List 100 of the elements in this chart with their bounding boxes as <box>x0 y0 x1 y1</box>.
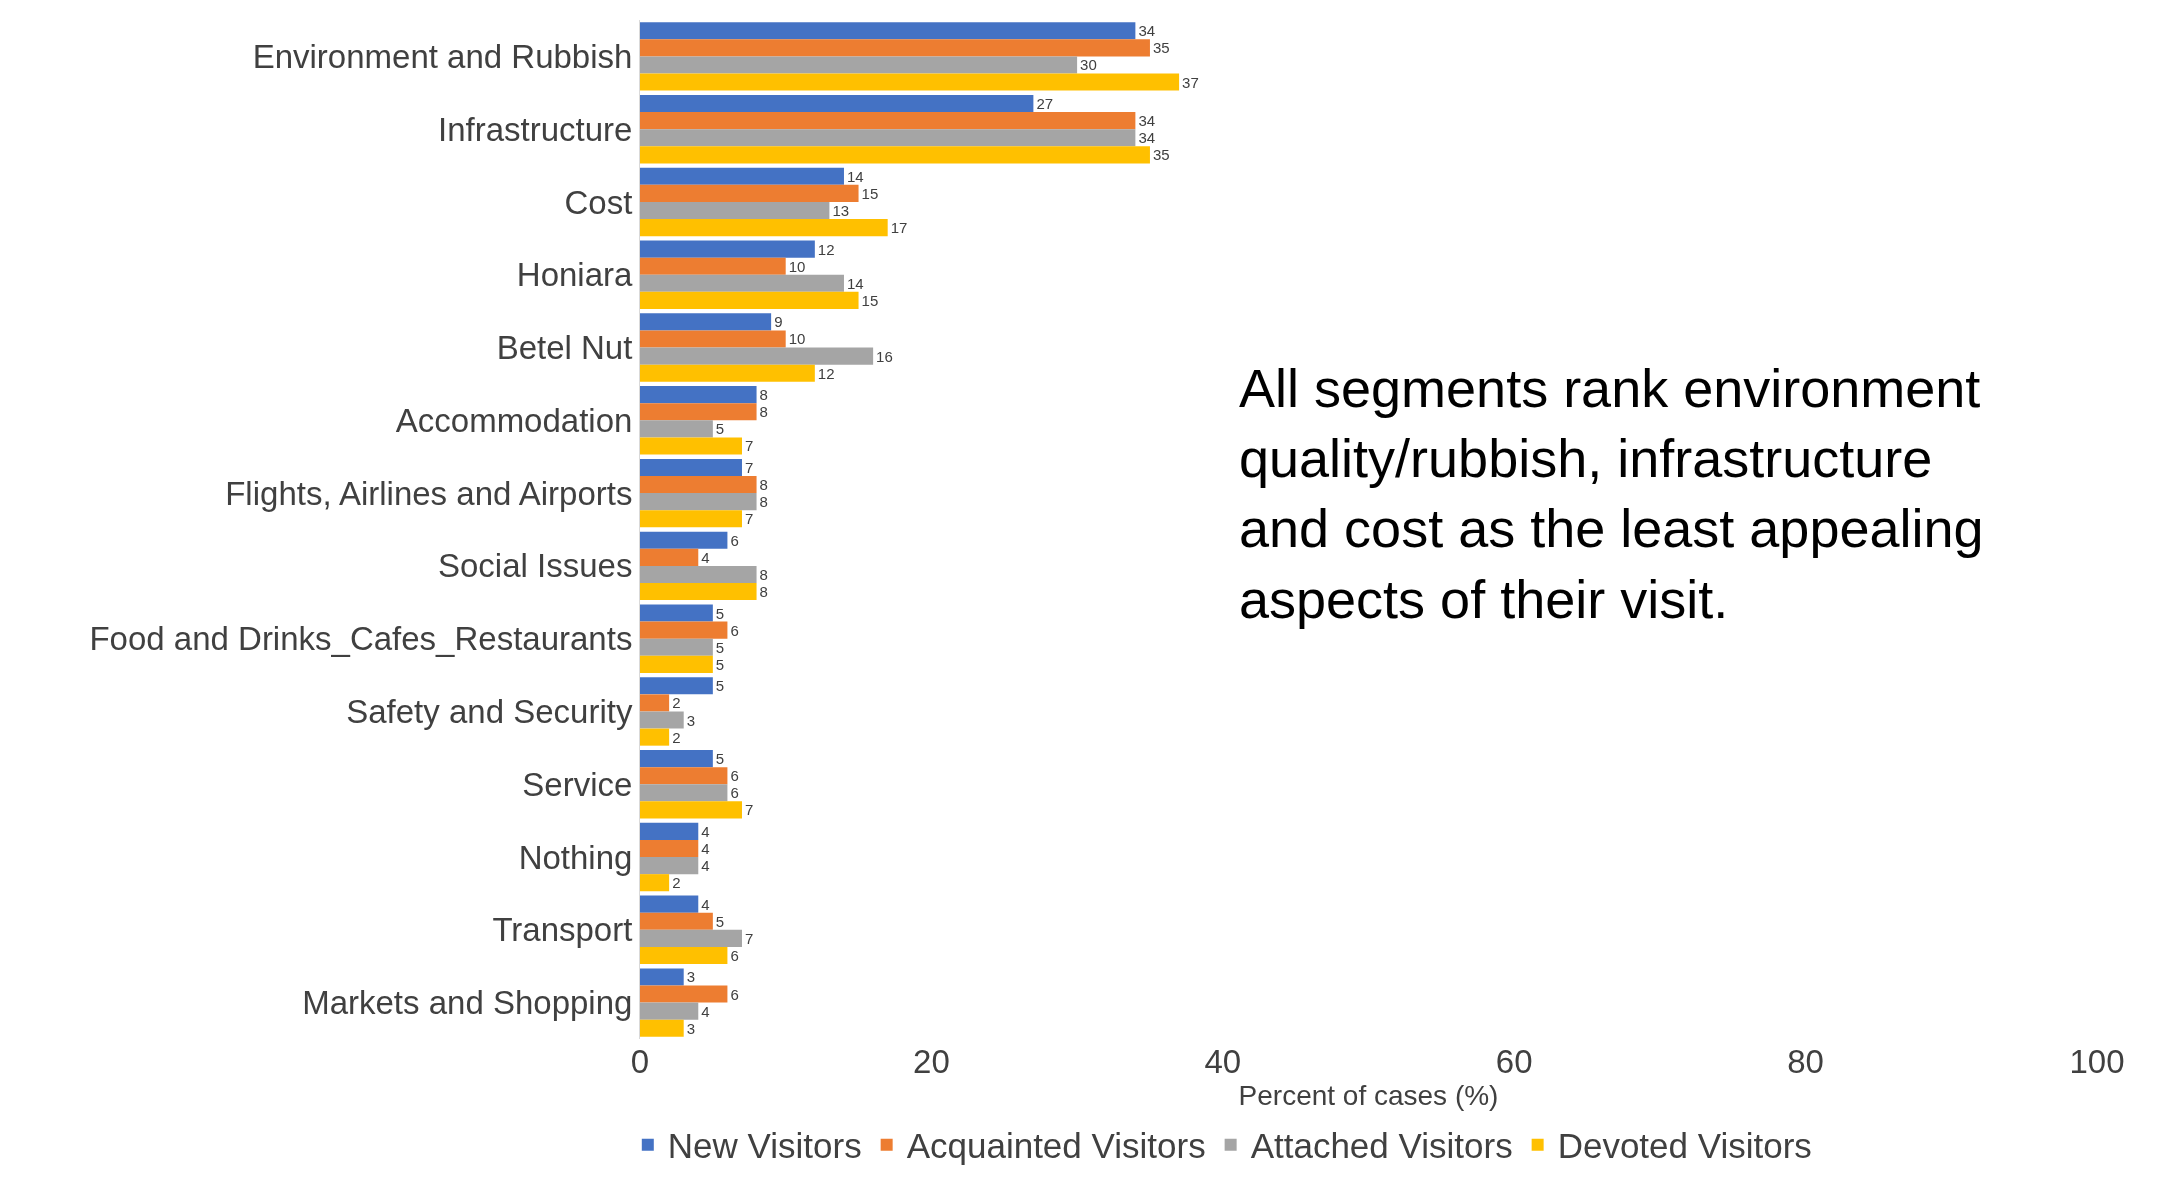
bar <box>640 313 772 331</box>
data-label: 4 <box>701 857 710 875</box>
data-label: 14 <box>846 274 864 292</box>
bar <box>640 1002 699 1020</box>
bar <box>640 784 728 802</box>
bar <box>640 946 728 965</box>
data-label: 3 <box>686 711 696 729</box>
data-label: 3 <box>686 968 696 986</box>
data-label: 6 <box>730 621 739 639</box>
y-tick-label: Safety and Security <box>346 693 633 731</box>
data-label: 4 <box>701 1002 710 1020</box>
data-label: 2 <box>672 728 681 746</box>
data-label: 7 <box>744 510 754 528</box>
bar <box>640 56 1078 74</box>
y-tick-label: Accommodation <box>395 401 633 439</box>
data-label: 4 <box>701 548 710 566</box>
y-tick-label: Markets and Shopping <box>302 984 633 1022</box>
data-label: 5 <box>715 677 725 695</box>
x-axis-title: Percent of cases (%) <box>1238 1080 1499 1111</box>
data-label: 10 <box>788 257 806 275</box>
data-label: 8 <box>759 493 768 511</box>
data-label: 34 <box>1138 129 1156 147</box>
x-tick-label: 0 <box>630 1043 650 1080</box>
bar <box>640 912 713 930</box>
bar <box>640 458 742 476</box>
bar <box>640 330 786 348</box>
bar <box>640 929 742 947</box>
bar <box>640 146 1150 164</box>
bar <box>640 677 713 695</box>
data-label: 13 <box>832 202 850 220</box>
data-label: 3 <box>686 1019 696 1037</box>
bar <box>640 583 757 601</box>
data-label: 4 <box>701 839 710 857</box>
bar <box>640 801 742 819</box>
data-label: 9 <box>774 313 783 331</box>
bar <box>640 767 728 785</box>
bar <box>640 184 859 202</box>
bar <box>640 403 757 421</box>
y-tick-label: Flights, Airlines and Airports <box>225 474 633 512</box>
bar <box>640 291 859 309</box>
x-tick-label: 100 <box>2069 1043 2125 1080</box>
bar <box>640 1019 684 1037</box>
data-label: 6 <box>730 767 739 785</box>
bar <box>640 22 1136 40</box>
bar <box>640 711 684 729</box>
data-label: 4 <box>701 895 710 913</box>
bar <box>640 167 844 185</box>
data-label: 5 <box>715 638 725 656</box>
bar <box>640 822 699 840</box>
bar <box>640 638 713 656</box>
bar <box>640 874 670 892</box>
data-label: 2 <box>672 874 681 892</box>
data-label: 14 <box>846 167 864 185</box>
data-label: 30 <box>1080 56 1097 74</box>
bar <box>640 839 699 858</box>
bar <box>640 621 728 639</box>
legend-label: Attached Visitors <box>1250 1126 1513 1166</box>
bar <box>640 219 888 237</box>
data-label: 6 <box>730 946 739 964</box>
y-tick-label: Social Issues <box>437 547 633 585</box>
bar <box>640 655 713 673</box>
data-label: 4 <box>701 822 710 840</box>
data-label: 6 <box>730 784 739 802</box>
bar <box>640 39 1150 57</box>
data-label: 35 <box>1152 39 1170 57</box>
data-label: 5 <box>715 420 725 438</box>
x-tick-label: 80 <box>1787 1043 1824 1080</box>
data-label: 37 <box>1182 73 1199 91</box>
bar <box>640 257 786 275</box>
y-tick-label: Service <box>522 765 633 803</box>
data-label: 15 <box>861 184 879 202</box>
data-label: 6 <box>730 531 739 549</box>
data-label: 5 <box>715 912 725 930</box>
data-label: 7 <box>744 437 754 455</box>
data-label: 7 <box>744 801 754 819</box>
data-label: 7 <box>744 458 754 476</box>
data-label: 34 <box>1138 22 1156 40</box>
y-tick-label: Betel Nut <box>496 329 633 367</box>
bar <box>640 437 742 455</box>
bar <box>640 240 815 258</box>
bar <box>640 565 757 583</box>
bar <box>640 364 815 382</box>
bar <box>640 73 1180 91</box>
legend-label: Devoted Visitors <box>1557 1126 1812 1166</box>
bar <box>640 347 874 365</box>
x-tick-label: 40 <box>1204 1043 1242 1080</box>
bar <box>640 548 699 566</box>
data-label: 8 <box>759 583 768 601</box>
bar <box>640 531 728 549</box>
bar <box>640 112 1136 130</box>
data-label: 6 <box>730 985 739 1003</box>
bar <box>640 476 757 494</box>
bar <box>640 895 699 913</box>
bar <box>640 274 844 292</box>
y-tick-label: Food and Drinks_Cafes_Restaurants <box>89 620 633 658</box>
data-label: 27 <box>1036 95 1054 113</box>
data-label: 8 <box>759 403 768 421</box>
data-label: 34 <box>1138 112 1156 130</box>
bar <box>640 694 670 712</box>
bar <box>640 604 713 622</box>
